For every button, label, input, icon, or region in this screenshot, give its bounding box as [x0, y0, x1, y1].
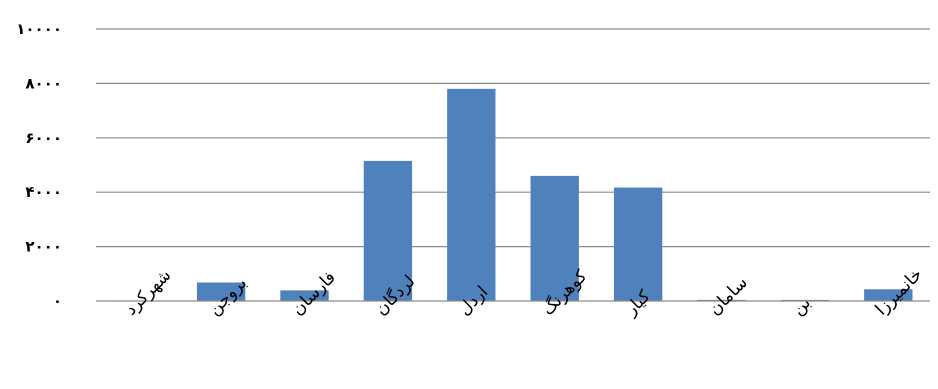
bar [363, 160, 413, 301]
x-axis-tick-labels: شهرکرد بروجن فارسان لردگان اردل کوهرنگ کیار سام… [121, 265, 927, 321]
x-tick-label: شهرکرد [121, 265, 175, 319]
y-tick-label: ۱۰۰۰۰ [16, 20, 62, 38]
x-tick-label: سامان [705, 273, 752, 320]
y-tick-label: ۰ [53, 292, 62, 310]
bar [280, 290, 329, 301]
gridlines [96, 28, 930, 248]
y-tick-label: ۴۰۰۰ [25, 183, 62, 201]
bar [613, 187, 663, 301]
y-tick-label: ۲۰۰۰ [25, 238, 62, 256]
y-axis-tick-labels: ۰ ۲۰۰۰ ۴۰۰۰ ۶۰۰۰ ۸۰۰۰ ۱۰۰۰۰ [16, 20, 62, 310]
x-tick-label: بن [788, 293, 815, 320]
bar [447, 88, 496, 301]
bars [113, 88, 913, 302]
bar [196, 282, 246, 301]
bar [864, 289, 913, 301]
bar [530, 175, 579, 301]
y-tick-label: ۸۰۰۰ [25, 74, 62, 92]
y-tick-label: ۶۰۰۰ [25, 129, 62, 147]
